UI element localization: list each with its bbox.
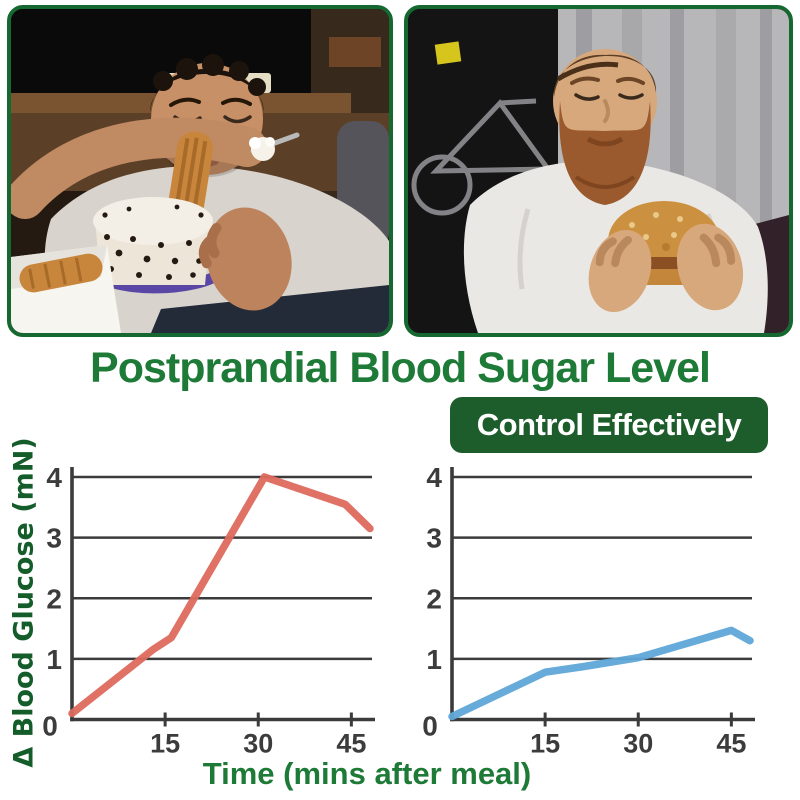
svg-text:4: 4 [46,462,62,493]
svg-text:30: 30 [243,729,273,759]
badge-label: Control Effectively [476,407,742,442]
svg-text:2: 2 [426,583,442,614]
photo-man-eating-cake [7,5,393,337]
svg-text:2: 2 [46,583,62,614]
man-eating-burger-illustration [408,9,789,333]
svg-text:0: 0 [42,711,58,742]
chocolate-sprinkles [102,204,204,280]
svg-text:15: 15 [530,729,560,759]
svg-text:1: 1 [46,644,62,675]
svg-text:45: 45 [716,729,746,759]
boxed-churro-icon [19,253,103,293]
bicycle-icon [411,98,553,216]
control-effectively-badge: Control Effectively [450,397,768,453]
svg-text:4: 4 [426,462,442,493]
man-eating-cake-illustration [11,9,389,333]
page-title: Postprandial Blood Sugar Level [90,344,711,392]
x-axis-label: Time (mins after meal) [202,756,532,791]
svg-text:3: 3 [426,523,442,554]
chart-uncontrolled-glucose: 0 1 2 3 4 15 30 45 [42,462,375,759]
svg-text:1: 1 [426,644,442,675]
svg-text:30: 30 [623,729,653,759]
photo-man-eating-burger [404,5,793,337]
svg-text:3: 3 [46,523,62,554]
chart-controlled-glucose: 0 1 2 3 4 15 30 45 [422,462,755,759]
svg-text:45: 45 [336,729,366,759]
svg-text:0: 0 [422,711,438,742]
svg-text:15: 15 [150,729,180,759]
